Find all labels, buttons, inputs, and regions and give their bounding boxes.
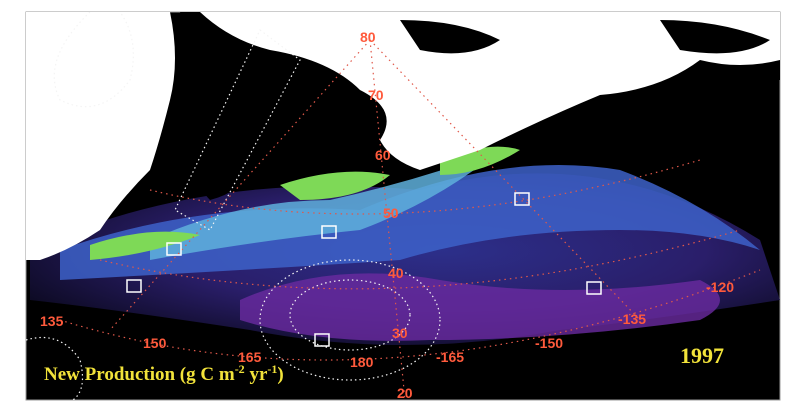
longitude-label: -135 xyxy=(618,311,646,327)
caption-exponent: -1 xyxy=(267,362,277,376)
longitude-label: -165 xyxy=(436,349,464,365)
longitude-label: 150 xyxy=(143,335,167,351)
latitude-label: 40 xyxy=(388,265,404,281)
caption-text: yr xyxy=(245,364,268,385)
longitude-label: -150 xyxy=(535,335,563,351)
latitude-label: 50 xyxy=(383,205,399,221)
year-label: 1997 xyxy=(680,343,724,368)
latitude-label: 70 xyxy=(368,87,384,103)
latitude-label: 80 xyxy=(360,29,376,45)
latitude-label: 30 xyxy=(392,325,408,341)
longitude-label: 180 xyxy=(350,354,374,370)
latitude-label: 60 xyxy=(375,147,391,163)
longitude-label: 135 xyxy=(40,313,64,329)
caption-text: ) xyxy=(277,364,283,385)
caption-text: New Production (g C m xyxy=(44,364,235,385)
longitude-label: -120 xyxy=(706,279,734,295)
caption-exponent: -2 xyxy=(235,362,245,376)
caption: New Production (g C m-2 yr-1) xyxy=(44,362,284,385)
latitude-label: 20 xyxy=(397,385,413,401)
panel-label: (a) xyxy=(32,26,60,52)
map-figure: (a) 80706050403020 135150165180-165-150-… xyxy=(0,0,792,405)
